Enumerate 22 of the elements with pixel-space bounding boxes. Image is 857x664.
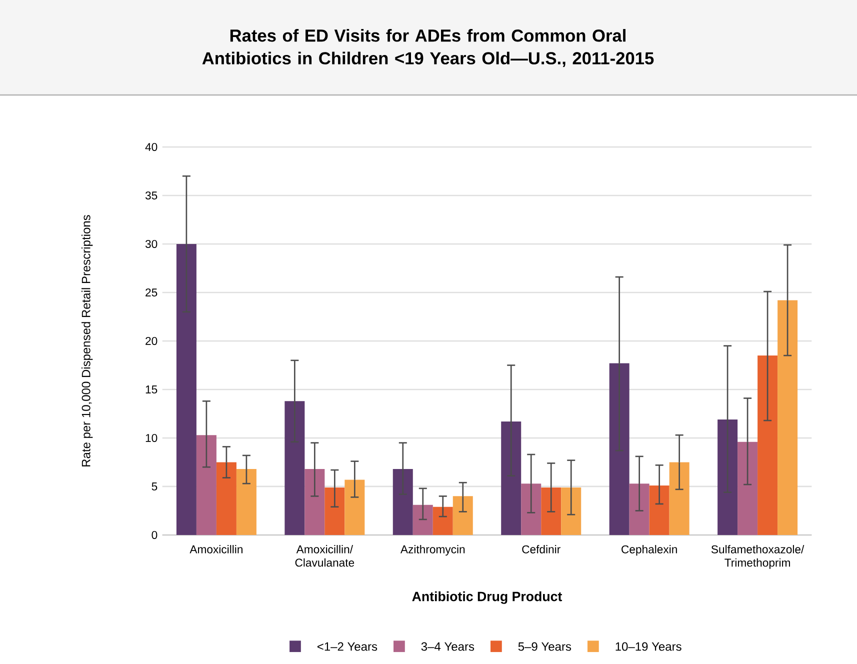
- legend-label: 5–9 Years: [518, 642, 572, 651]
- y-tick-label: 35: [145, 191, 158, 200]
- x-tick-label: Sulfamethoxazole/ Trimethoprim: [711, 545, 804, 569]
- legend-label: <1–2 Years: [317, 642, 378, 651]
- x-tick-label: Amoxicillin/ Clavulanate: [295, 545, 354, 567]
- legend-label: 3–4 Years: [421, 642, 474, 651]
- y-tick-label: 30: [145, 240, 158, 248]
- y-axis-title: Rate per 10,000 Dispensed Retail Prescriptions: [82, 215, 93, 466]
- y-tick-label: 10: [146, 434, 158, 442]
- y-tick-label: 0: [152, 530, 158, 539]
- y-tick-label: 20: [146, 336, 158, 345]
- legend-label: 10–19 Years: [616, 642, 682, 651]
- y-tick-label: 25: [146, 288, 158, 296]
- x-axis-title: Antibiotic Drug Product: [412, 591, 562, 604]
- x-tick-label: Cefdinir: [522, 545, 560, 554]
- x-tick-label: Azithromycin: [400, 545, 465, 556]
- y-tick-label: 5: [152, 482, 158, 490]
- y-tick-label: 40: [145, 142, 158, 151]
- chart-title: Rates of ED Visits for ADEs from Common Oral Antibiotics in Children <19 Years Old—U.S., 2011-2015: [202, 29, 654, 67]
- y-tick-label: 15: [146, 386, 158, 394]
- x-tick-label: Cephalexin: [622, 545, 677, 556]
- x-tick-label: Amoxicillin: [190, 545, 242, 554]
